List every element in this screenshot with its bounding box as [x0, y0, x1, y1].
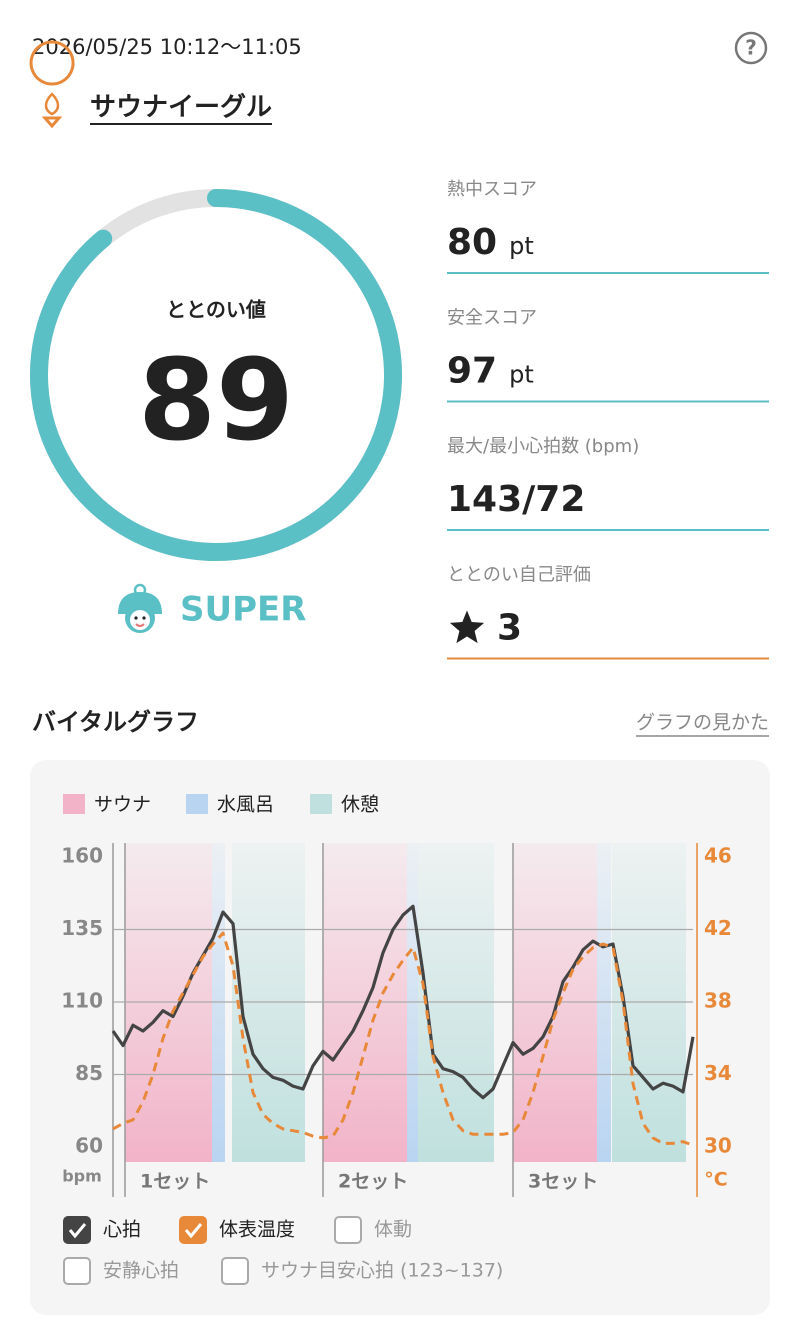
stat-label: 熱中スコア	[447, 179, 537, 200]
y-tick-label: 85	[75, 1061, 103, 1085]
help-button[interactable]: ?	[734, 31, 768, 65]
stat-value: 97	[447, 351, 497, 392]
toggle[interactable]: 体動	[334, 1216, 412, 1244]
legend-label: 休憩	[341, 794, 379, 816]
vital-chart: サウナ 水風呂 休憩 1セット 2セット 3セット 60 85 110 135 160 30 34 38 4…	[61, 794, 732, 1285]
legend-swatch	[310, 794, 332, 814]
toggle-label[interactable]: 安静心拍	[103, 1260, 179, 1282]
checkbox[interactable]	[334, 1216, 362, 1244]
toggle[interactable]: 心拍	[63, 1216, 141, 1244]
y2-tick-label: 46	[704, 844, 732, 868]
checkbox[interactable]	[179, 1216, 207, 1244]
stats: 熱中スコア 80 pt 安全スコア 97 pt 最大/最小心拍数 (bpm) 143/72 とと…	[447, 179, 769, 660]
stat-value: 143/72	[447, 479, 585, 520]
stat-label: 最大/最小心拍数 (bpm)	[447, 436, 639, 457]
help-mark[interactable]: ?	[745, 36, 757, 60]
y2-tick-label: 34	[704, 1061, 732, 1085]
session-datetime: 2026/05/25 10:12〜11:05	[32, 35, 302, 59]
series-toggle-label[interactable]: 体表温度	[219, 1219, 295, 1241]
graph-guide-link[interactable]: グラフの見かた	[636, 712, 769, 734]
y-tick-label: 110	[61, 989, 103, 1013]
section-title: バイタルグラフ	[32, 708, 199, 736]
stat-value: 80	[447, 222, 497, 263]
venue-name[interactable]: サウナイーグル	[90, 93, 272, 123]
rank: SUPER	[180, 590, 306, 630]
venue-icon	[29, 40, 75, 129]
score-gauge	[30, 189, 402, 561]
checkmark[interactable]	[184, 1223, 203, 1239]
stat-value: 3	[497, 608, 522, 649]
set-label: 3セット	[528, 1171, 598, 1193]
legend-swatch	[63, 794, 85, 814]
y-axis-unit: bpm	[62, 1167, 102, 1186]
legend-label: サウナ	[94, 794, 151, 816]
checkmark[interactable]	[68, 1223, 87, 1239]
toggle-label[interactable]: サウナ目安心拍 (123~137)	[261, 1260, 503, 1282]
score-value: 89	[138, 336, 294, 466]
set-label: 1セット	[140, 1171, 210, 1193]
legend-swatch	[186, 794, 208, 814]
y-tick-label: 60	[75, 1134, 103, 1158]
y2-tick-label: 38	[704, 989, 732, 1013]
stat-unit: pt	[509, 361, 534, 389]
gauge-arc	[30, 189, 402, 561]
y2-tick-label: 30	[704, 1134, 732, 1158]
star-icon	[449, 610, 485, 644]
legend-label: 水風呂	[217, 794, 274, 816]
stat-label: 安全スコア	[447, 308, 537, 329]
help-icon[interactable]	[734, 31, 768, 65]
y2-tick-label: 42	[704, 916, 732, 940]
score-label: ととのい値	[166, 298, 266, 322]
checkbox[interactable]	[63, 1216, 91, 1244]
toggle[interactable]: 安静心拍	[63, 1257, 179, 1285]
toggle[interactable]: サウナ目安心拍 (123~137)	[221, 1257, 503, 1285]
y-tick-label: 135	[61, 916, 103, 940]
temperature-line	[112, 931, 694, 1147]
series-toggle-label[interactable]: 心拍	[103, 1219, 141, 1241]
stat-label: ととのい自己評価	[447, 565, 591, 586]
rank-icon	[118, 583, 162, 633]
checkbox[interactable]	[63, 1257, 91, 1285]
set-label: 2セット	[338, 1171, 408, 1193]
stat-unit: pt	[509, 232, 534, 260]
y2-axis-unit: °C	[704, 1169, 727, 1191]
toggle[interactable]: 体表温度	[179, 1216, 295, 1244]
heart-rate-line	[111, 904, 695, 1100]
toggle-label[interactable]: 体動	[374, 1219, 412, 1241]
y-tick-label: 160	[61, 844, 103, 868]
checkbox[interactable]	[221, 1257, 249, 1285]
